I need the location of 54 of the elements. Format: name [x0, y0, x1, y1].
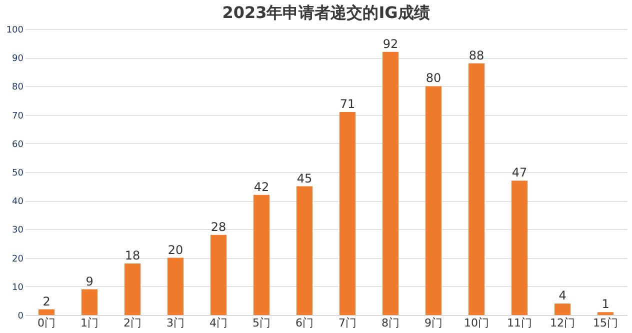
chart-title: 2023年申请者递交的IG成绩 [222, 3, 430, 22]
data-label: 88 [468, 48, 484, 62]
y-tick-label: 90 [12, 54, 24, 64]
y-tick-label: 40 [12, 197, 24, 208]
data-label: 80 [426, 71, 442, 86]
bar [168, 258, 184, 315]
y-tick-label: 30 [12, 226, 24, 236]
data-label: 4 [558, 288, 566, 303]
data-label: 47 [512, 166, 528, 180]
y-tick-label: 80 [12, 82, 24, 93]
x-tick-label: 3门 [166, 316, 184, 330]
y-tick-label: 50 [12, 168, 24, 178]
x-tick-label: 12门 [550, 316, 575, 330]
data-label: 20 [168, 242, 184, 257]
x-tick-label: 8门 [382, 316, 400, 330]
bar [468, 63, 484, 315]
y-tick-label: 20 [12, 254, 24, 264]
x-tick-label: 2门 [124, 316, 142, 330]
data-label: 1 [602, 297, 610, 312]
x-tick-label: 7门 [338, 316, 356, 330]
x-tick-label: 6门 [296, 316, 314, 330]
bar [254, 194, 270, 315]
data-label: 9 [86, 274, 94, 288]
bar [382, 52, 398, 315]
x-tick-label: 5门 [252, 316, 270, 330]
bar [296, 186, 312, 315]
x-tick-label: 9门 [424, 316, 442, 330]
y-tick-label: 100 [6, 26, 24, 36]
data-label: 18 [124, 248, 140, 263]
data-label: 42 [254, 180, 270, 194]
data-label: 71 [340, 96, 356, 111]
bar [340, 112, 356, 315]
y-tick-label: 60 [12, 140, 24, 150]
bar [598, 312, 614, 315]
bar [210, 234, 226, 315]
data-label: 45 [296, 171, 312, 186]
bar [82, 289, 98, 315]
x-tick-label: 1门 [80, 316, 98, 330]
y-tick-label: 10 [12, 282, 24, 293]
x-tick-label: 0门 [38, 316, 56, 330]
data-label: 2 [42, 294, 50, 308]
bar [512, 180, 528, 315]
x-tick-label: 4门 [210, 316, 228, 330]
bar [124, 264, 140, 315]
y-tick-label: 0 [18, 312, 24, 322]
x-tick-label: 10门 [464, 316, 489, 330]
data-label: 28 [210, 220, 226, 234]
y-tick-label: 70 [12, 111, 24, 122]
x-tick-label: 15门 [593, 316, 618, 330]
bar [38, 309, 54, 315]
x-tick-label: 11门 [507, 316, 532, 330]
data-label: 92 [382, 36, 398, 51]
bar [426, 86, 442, 315]
bar [554, 304, 570, 315]
